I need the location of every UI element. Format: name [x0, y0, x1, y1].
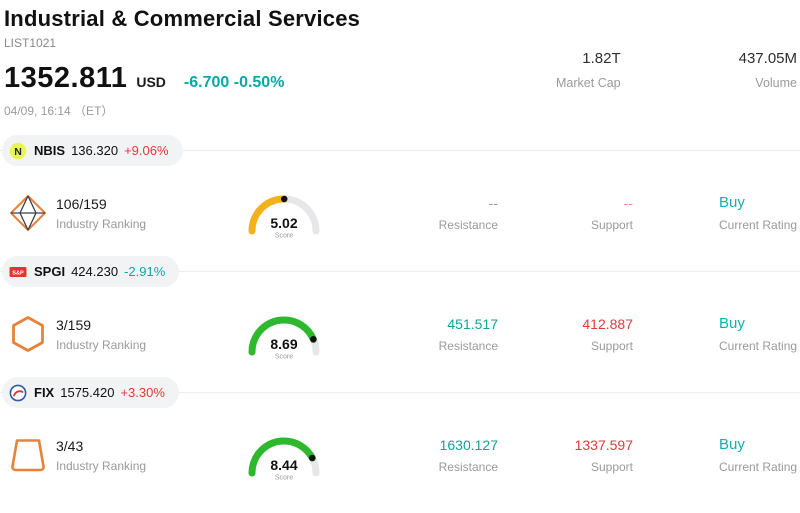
volume-label: Volume	[755, 76, 797, 90]
fix-logo-icon	[9, 384, 27, 402]
rating-block: Buy Current Rating	[719, 315, 797, 353]
stock-change: -2.91%	[124, 264, 166, 279]
resistance-block: -- Resistance	[326, 195, 498, 232]
resistance-block: 1630.127 Resistance	[326, 437, 498, 474]
stock-pill-fix[interactable]: FIX 1575.420 +3.30%	[2, 377, 179, 408]
stock-price: 136.320	[71, 143, 119, 158]
resistance-value: 451.517	[447, 315, 498, 332]
rating-block: Buy Current Rating	[719, 194, 797, 232]
support-value: --	[623, 194, 633, 211]
ranking-label: Industry Ranking	[56, 337, 147, 352]
support-label: Support	[590, 459, 633, 474]
index-change: -6.700 -0.50%	[183, 74, 285, 91]
gauge-score: 8.69	[270, 336, 297, 352]
fix-company-icon	[8, 435, 48, 475]
nbis-logo-icon: N	[9, 142, 27, 160]
support-block: 1337.597 Support	[498, 437, 633, 474]
header-stats: 1.82T Market Cap 437.05M Volume	[556, 50, 797, 90]
support-block: 412.887 Support	[498, 316, 633, 353]
index-price: 1352.811	[4, 62, 128, 94]
score-gauge: 8.44 Score	[242, 429, 326, 481]
spgi-logo-icon: S&P	[9, 263, 27, 281]
stock-price: 1575.420	[60, 385, 115, 400]
gauge-dot	[309, 454, 316, 462]
gauge-dot	[281, 195, 288, 203]
rating-label: Current Rating	[719, 460, 798, 474]
ranking-value: 3/43	[56, 437, 84, 454]
price-row: 1352.811 USD -6.700 -0.50%	[4, 62, 796, 95]
rating-value: Buy	[719, 315, 745, 332]
industry-ranking-block: 3/43 Industry Ranking	[56, 438, 206, 473]
industry-ranking-block: 3/159 Industry Ranking	[56, 317, 206, 352]
ticker: NBIS	[34, 143, 66, 158]
ranking-label: Industry Ranking	[56, 216, 147, 231]
stock-price: 424.230	[71, 264, 119, 279]
stock-pill-spgi[interactable]: S&P SPGI 424.230 -2.91%	[2, 256, 180, 287]
resistance-block: 451.517 Resistance	[326, 316, 498, 353]
gauge-score: 8.44	[270, 457, 297, 473]
header: Industrial & Commercial Services LIST102…	[0, 0, 800, 150]
list-id: LIST1021	[4, 36, 57, 50]
volume-value: 437.05M	[738, 50, 797, 67]
rating-label: Current Rating	[719, 339, 798, 353]
stock-row[interactable]: 3/159 Industry Ranking 8.69 Score 451.51…	[0, 272, 800, 392]
stock-pill-nbis[interactable]: N NBIS 136.320 +9.06%	[2, 135, 183, 166]
timestamp: 04/09, 16:14 （ET）	[4, 104, 114, 118]
score-gauge: 5.02 Score	[242, 187, 326, 239]
ticker: FIX	[34, 385, 55, 400]
resistance-label: Resistance	[438, 217, 498, 232]
stock-row[interactable]: 3/43 Industry Ranking 8.44 Score 1630.12…	[0, 393, 800, 513]
stock-section-nbis: N NBIS 136.320 +9.06% 106/159 Industry R…	[0, 135, 800, 271]
rating-value: Buy	[719, 436, 745, 453]
resistance-label: Resistance	[438, 459, 498, 474]
nbis-company-icon	[8, 193, 48, 233]
ranking-value: 106/159	[56, 195, 107, 212]
industry-ranking-block: 106/159 Industry Ranking	[56, 196, 206, 231]
gauge-score: 5.02	[270, 215, 297, 231]
support-label: Support	[590, 217, 633, 232]
market-cap-stat: 1.82T Market Cap	[556, 50, 621, 90]
ranking-label: Industry Ranking	[56, 458, 147, 473]
rating-label: Current Rating	[719, 218, 798, 232]
spgi-company-icon	[8, 314, 48, 354]
stock-change: +3.30%	[120, 385, 165, 400]
resistance-value: --	[488, 194, 498, 211]
gauge-dot	[310, 336, 317, 343]
stock-section-spgi: S&P SPGI 424.230 -2.91% 3/159 Industry R…	[0, 256, 800, 392]
svg-text:S&P: S&P	[12, 270, 24, 276]
ranking-value: 3/159	[56, 316, 92, 333]
support-label: Support	[590, 338, 633, 353]
gauge-score-label: Score	[275, 475, 293, 482]
score-gauge: 8.69 Score	[242, 308, 326, 360]
stock-row[interactable]: 106/159 Industry Ranking 5.02 Score -- R…	[0, 151, 800, 271]
resistance-label: Resistance	[438, 338, 498, 353]
volume-stat: 437.05M Volume	[739, 50, 797, 90]
market-cap-value: 1.82T	[582, 50, 621, 67]
support-value: 1337.597	[574, 436, 633, 453]
gauge-score-label: Score	[275, 233, 293, 240]
rating-value: Buy	[719, 194, 745, 211]
stock-section-fix: FIX 1575.420 +3.30% 3/43 Industry Rankin…	[0, 377, 800, 513]
rating-block: Buy Current Rating	[719, 436, 797, 474]
resistance-value: 1630.127	[439, 436, 498, 453]
currency-label: USD	[136, 74, 166, 90]
ticker: SPGI	[34, 264, 66, 279]
page-title: Industrial & Commercial Services	[4, 6, 361, 31]
gauge-score-label: Score	[275, 354, 293, 361]
support-value: 412.887	[582, 315, 633, 332]
market-cap-label: Market Cap	[556, 76, 621, 90]
stock-change: +9.06%	[124, 143, 169, 158]
support-block: -- Support	[498, 195, 633, 232]
svg-text:N: N	[14, 145, 22, 157]
